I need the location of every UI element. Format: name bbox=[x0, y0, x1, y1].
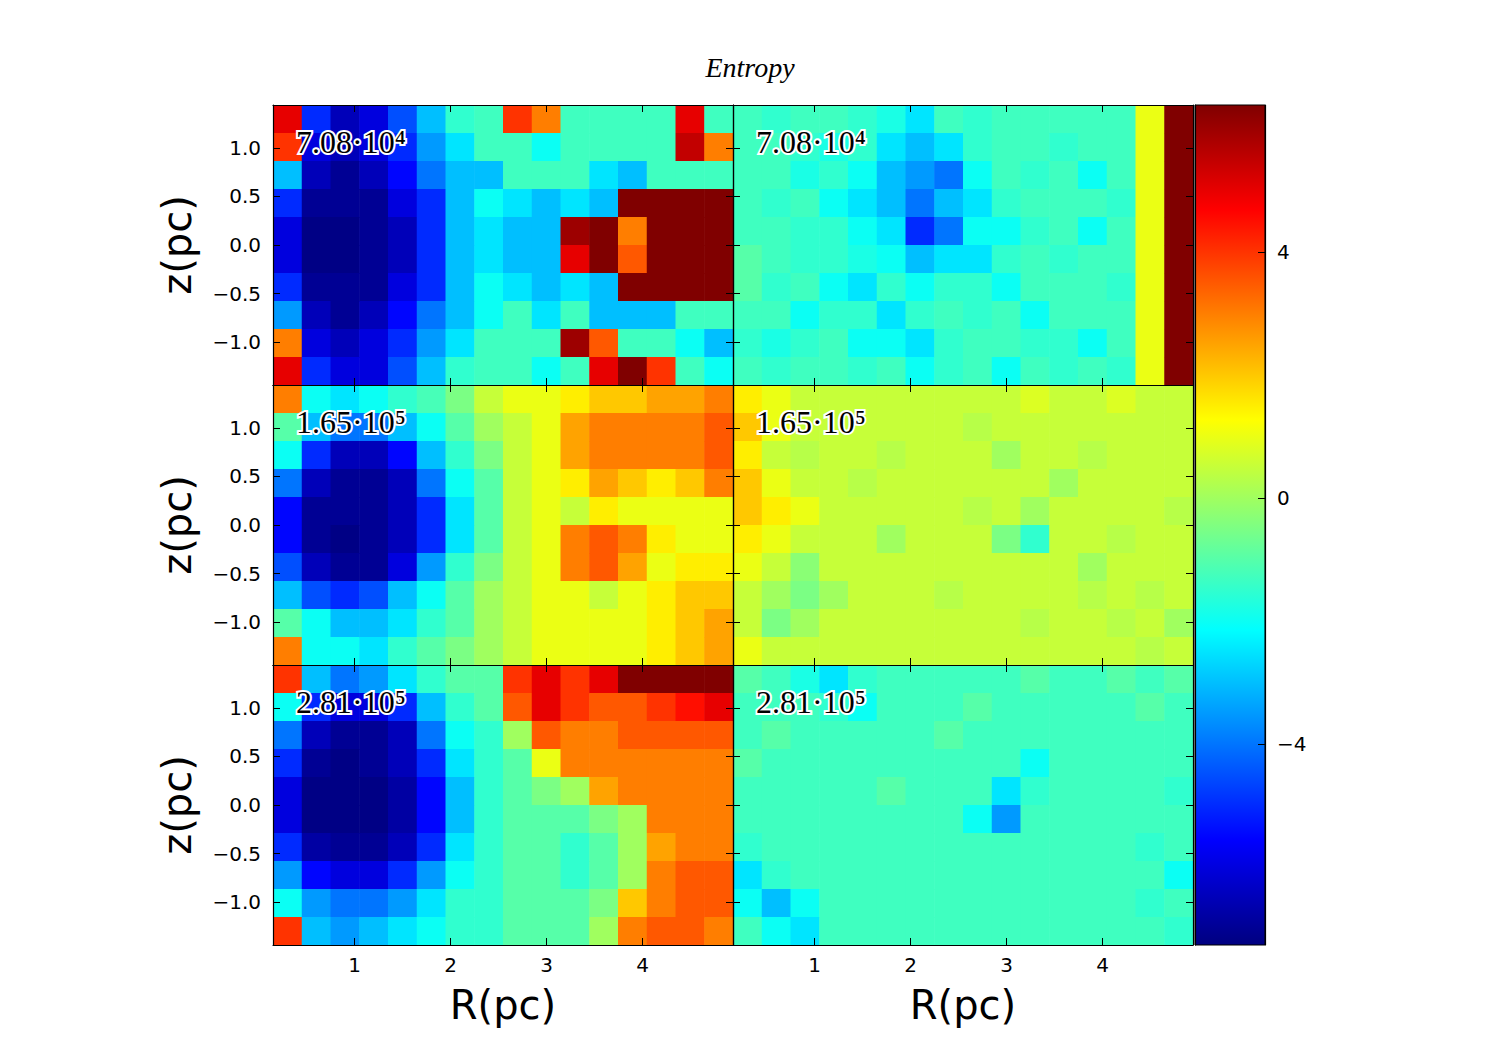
svg-text:7.08·10⁴: 7.08·10⁴ bbox=[296, 124, 406, 160]
svg-text:3: 3 bbox=[1000, 953, 1013, 977]
svg-text:1.0: 1.0 bbox=[229, 696, 261, 720]
svg-text:7.08·10⁴: 7.08·10⁴ bbox=[756, 124, 866, 160]
svg-text:0.5: 0.5 bbox=[229, 744, 261, 768]
svg-text:0.0: 0.0 bbox=[229, 793, 261, 817]
svg-text:1.65·10⁵: 1.65·10⁵ bbox=[296, 404, 406, 440]
svg-text:R(pc): R(pc) bbox=[450, 982, 556, 1028]
svg-text:0.5: 0.5 bbox=[229, 184, 261, 208]
svg-text:Entropy: Entropy bbox=[704, 52, 795, 83]
svg-text:−1.0: −1.0 bbox=[212, 890, 261, 914]
svg-text:4: 4 bbox=[1096, 953, 1109, 977]
svg-text:0.5: 0.5 bbox=[229, 464, 261, 488]
svg-text:1.65·10⁵: 1.65·10⁵ bbox=[756, 404, 866, 440]
svg-text:2.81·10⁵: 2.81·10⁵ bbox=[756, 684, 866, 720]
svg-text:1: 1 bbox=[348, 953, 361, 977]
svg-text:−1.0: −1.0 bbox=[212, 610, 261, 634]
svg-text:1.0: 1.0 bbox=[229, 136, 261, 160]
svg-text:0: 0 bbox=[1277, 486, 1290, 510]
svg-text:−4: −4 bbox=[1277, 732, 1306, 756]
svg-text:4: 4 bbox=[1277, 240, 1290, 264]
svg-text:3: 3 bbox=[540, 953, 553, 977]
svg-text:−0.5: −0.5 bbox=[212, 842, 261, 866]
svg-text:z(pc): z(pc) bbox=[154, 755, 200, 855]
svg-text:1.0: 1.0 bbox=[229, 416, 261, 440]
svg-text:−0.5: −0.5 bbox=[212, 562, 261, 586]
svg-text:R(pc): R(pc) bbox=[910, 982, 1016, 1028]
svg-text:2: 2 bbox=[904, 953, 917, 977]
svg-text:0.0: 0.0 bbox=[229, 233, 261, 257]
svg-text:z(pc): z(pc) bbox=[154, 195, 200, 295]
svg-text:1: 1 bbox=[808, 953, 821, 977]
svg-text:4: 4 bbox=[636, 953, 649, 977]
svg-text:−1.0: −1.0 bbox=[212, 330, 261, 354]
svg-text:2.81·10⁵: 2.81·10⁵ bbox=[296, 684, 406, 720]
svg-text:2: 2 bbox=[444, 953, 457, 977]
svg-text:z(pc): z(pc) bbox=[154, 475, 200, 575]
svg-text:0.0: 0.0 bbox=[229, 513, 261, 537]
svg-text:−0.5: −0.5 bbox=[212, 282, 261, 306]
